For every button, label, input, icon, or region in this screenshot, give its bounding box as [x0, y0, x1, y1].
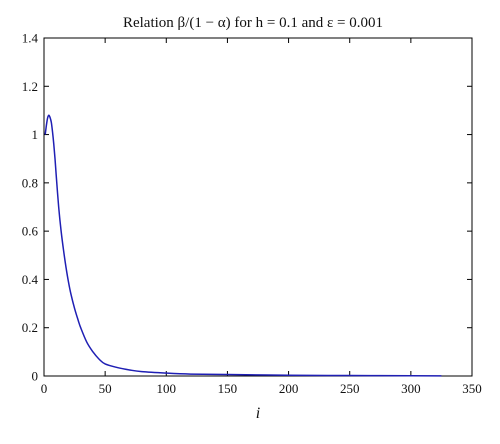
axis-ticks: 0 50 100 150 200 250 300 350 0 0.2 0.4 0.6 0.8 1 1.2 1.…: [22, 31, 482, 397]
x-tick-label: 300: [401, 381, 421, 396]
series-group: [44, 114, 442, 377]
x-tick-label: 100: [157, 381, 177, 396]
x-tick-label: 200: [279, 381, 299, 396]
y-tick-label: 1.2: [22, 79, 38, 94]
x-tick-label: 0: [41, 381, 48, 396]
x-tick-label: 250: [340, 381, 360, 396]
plot-frame: [43, 37, 473, 377]
y-tick-label: 0.6: [22, 224, 39, 239]
y-tick-label: 1.4: [22, 31, 39, 46]
chart-title: Relation β/(1 − α) for h = 0.1 and ε = 0…: [123, 15, 383, 31]
y-tick-label: 0: [32, 369, 39, 384]
y-tick-label: 0.2: [22, 320, 38, 335]
x-tick-label: 150: [218, 381, 238, 396]
y-tick-label: 0.4: [22, 272, 39, 287]
x-axis-label: i: [256, 405, 260, 422]
x-tick-label: 50: [99, 381, 112, 396]
series-line: [44, 114, 442, 377]
y-tick-label: 1: [32, 127, 39, 142]
x-tick-label: 350: [462, 381, 482, 396]
y-tick-label: 0.8: [22, 175, 38, 190]
